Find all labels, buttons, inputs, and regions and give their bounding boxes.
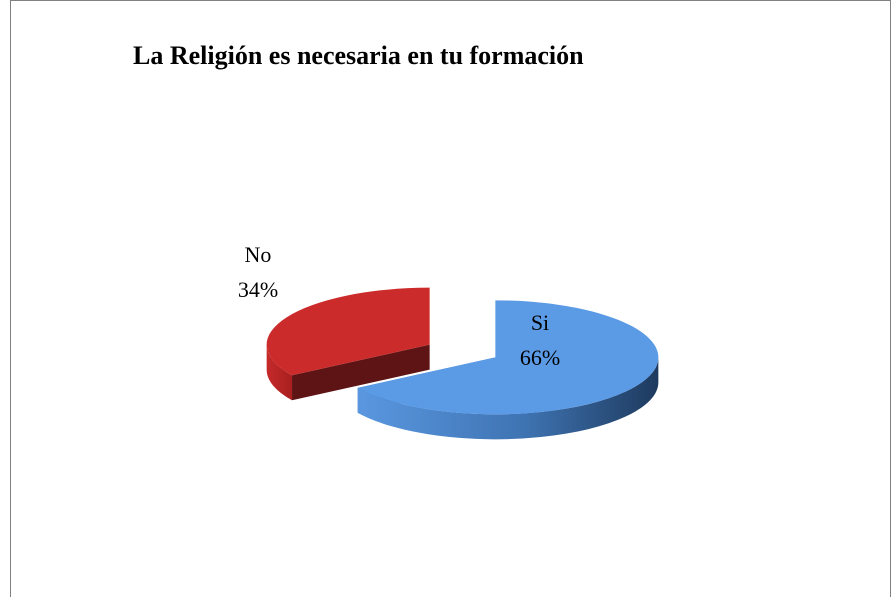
chart-frame (10, 0, 891, 597)
slice-category-label: No (245, 242, 272, 267)
slice-value-label: 34% (238, 277, 278, 302)
chart-title: La Religión es necesaria en tu formación (133, 41, 584, 70)
slice-top (266, 287, 430, 376)
slice-top (357, 300, 659, 415)
slice-side (357, 357, 659, 440)
slice-category-label: Si (531, 310, 549, 335)
slice-cut-face (292, 344, 430, 401)
slice-value-label: 66% (520, 345, 560, 370)
slice-side (266, 344, 293, 401)
